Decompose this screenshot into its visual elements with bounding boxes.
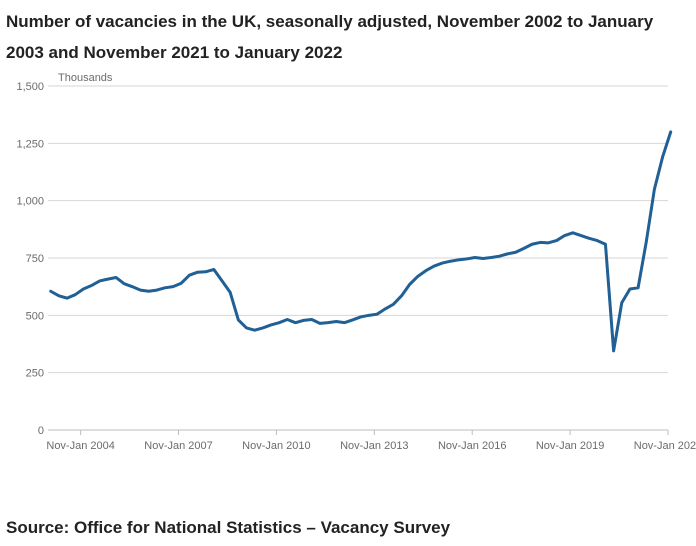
y-tick-label: 250	[26, 368, 44, 380]
source-note: Source: Office for National Statistics –…	[6, 518, 451, 537]
x-tick-label: Nov-Jan 2022	[634, 440, 696, 452]
y-tick-label: 1,500	[16, 81, 44, 93]
x-tick-label: Nov-Jan 2010	[242, 440, 311, 452]
y-tick-label: 0	[38, 425, 44, 437]
gridlines	[48, 85, 668, 374]
y-tick-label: 1,000	[16, 196, 44, 208]
axes: 0 250 500 750 1,000 1,250 1,500 Thousands Nov-Ja…	[16, 72, 696, 452]
x-tick-label: Nov-Jan 2016	[438, 440, 507, 452]
y-tick-label: 1,250	[16, 138, 44, 150]
series-line-vacancies	[49, 130, 673, 353]
y-tick-label: 500	[26, 310, 44, 322]
x-tick-label: Nov-Jan 2007	[144, 440, 213, 452]
x-tick-label: Nov-Jan 2019	[536, 440, 605, 452]
y-tick-label: 750	[26, 253, 44, 265]
y-axis-label: Thousands	[58, 72, 113, 84]
x-tick-label: Nov-Jan 2004	[46, 440, 115, 452]
chart-title: Number of vacancies in the UK, seasonall…	[6, 12, 654, 62]
x-tick-label: Nov-Jan 2013	[340, 440, 409, 452]
series-layer	[49, 130, 673, 353]
